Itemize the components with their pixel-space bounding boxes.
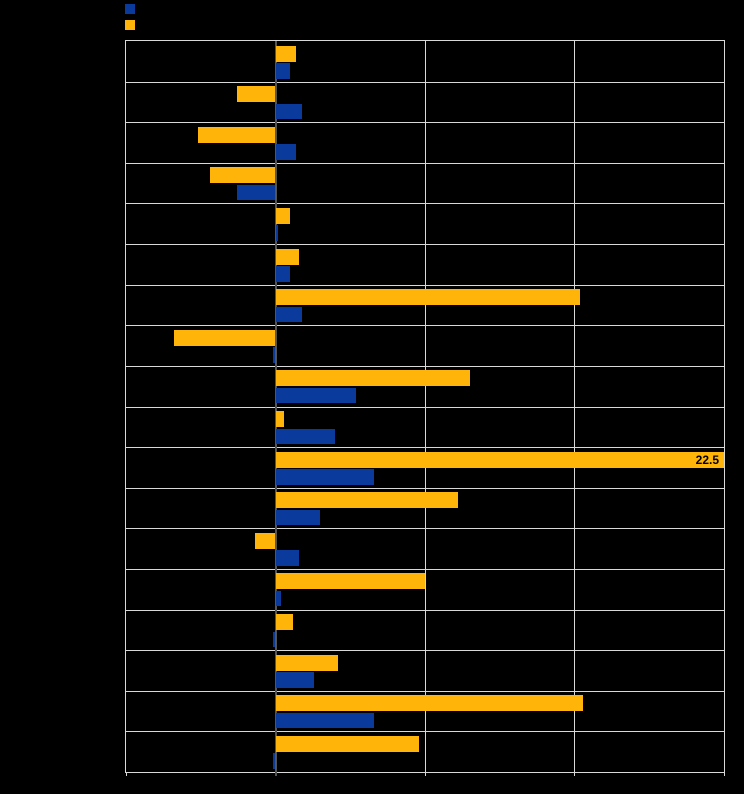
bar-row8-series1[interactable] (272, 347, 276, 363)
bar-row2-series2[interactable] (236, 86, 276, 103)
bar-data-label[interactable]: 22.5 (695, 452, 719, 467)
bar-row17-series1[interactable] (275, 712, 375, 729)
bar-row15-series1[interactable] (272, 631, 276, 648)
legend (125, 4, 140, 30)
value-gridline (574, 41, 575, 772)
bar-row13-series2[interactable] (254, 532, 276, 549)
bar-row9-series1[interactable] (275, 387, 357, 404)
value-gridline (424, 41, 426, 772)
axis-tick (424, 772, 426, 776)
bar-row4-series1[interactable] (236, 184, 276, 201)
axis-tick (723, 772, 725, 776)
legend-item-series2[interactable] (125, 20, 140, 30)
bar-row9-series2[interactable] (275, 370, 470, 387)
bar-row7-series1[interactable] (275, 306, 303, 323)
plot-area: 22.5 (125, 40, 725, 776)
bar-row11-series1[interactable] (275, 469, 375, 485)
bar-row7-series2[interactable] (275, 289, 581, 306)
bar-row3-series1[interactable] (275, 144, 297, 160)
legend-swatch-orange-icon (125, 20, 135, 30)
bar-row10-series2[interactable] (275, 411, 285, 427)
bar-row1-series2[interactable] (275, 45, 297, 62)
bar-row17-series2[interactable] (275, 695, 584, 712)
axis-tick (125, 772, 127, 776)
bar-row3-series2[interactable] (197, 126, 276, 143)
bar-row12-series2[interactable] (275, 492, 458, 509)
legend-item-series1[interactable] (125, 4, 140, 14)
bar-row2-series1[interactable] (275, 103, 303, 120)
bar-row12-series1[interactable] (275, 509, 321, 526)
bar-row16-series1[interactable] (275, 672, 315, 688)
bar-row5-series2[interactable] (275, 207, 291, 224)
bar-row15-series2[interactable] (275, 614, 294, 631)
axis-tick (274, 772, 277, 776)
bar-row16-series2[interactable] (275, 654, 339, 671)
bar-row11-series2[interactable]: 22.5 (275, 451, 724, 468)
legend-swatch-blue-icon (125, 4, 135, 14)
bar-row1-series1[interactable] (275, 63, 291, 79)
bar-row8-series2[interactable] (173, 329, 276, 346)
bar-row4-series2[interactable] (209, 167, 276, 184)
bar-row6-series2[interactable] (275, 248, 300, 265)
bar-row10-series1[interactable] (275, 428, 336, 444)
bar-row13-series1[interactable] (275, 550, 300, 566)
bar-row14-series1[interactable] (275, 590, 282, 607)
bar-row14-series2[interactable] (275, 573, 425, 590)
bar-row18-series2[interactable] (275, 735, 420, 752)
bar-row6-series1[interactable] (275, 266, 291, 282)
zero-axis-line (274, 41, 277, 772)
bar-row18-series1[interactable] (272, 753, 276, 769)
axis-tick (574, 772, 575, 776)
bar-row5-series1[interactable] (275, 225, 279, 241)
